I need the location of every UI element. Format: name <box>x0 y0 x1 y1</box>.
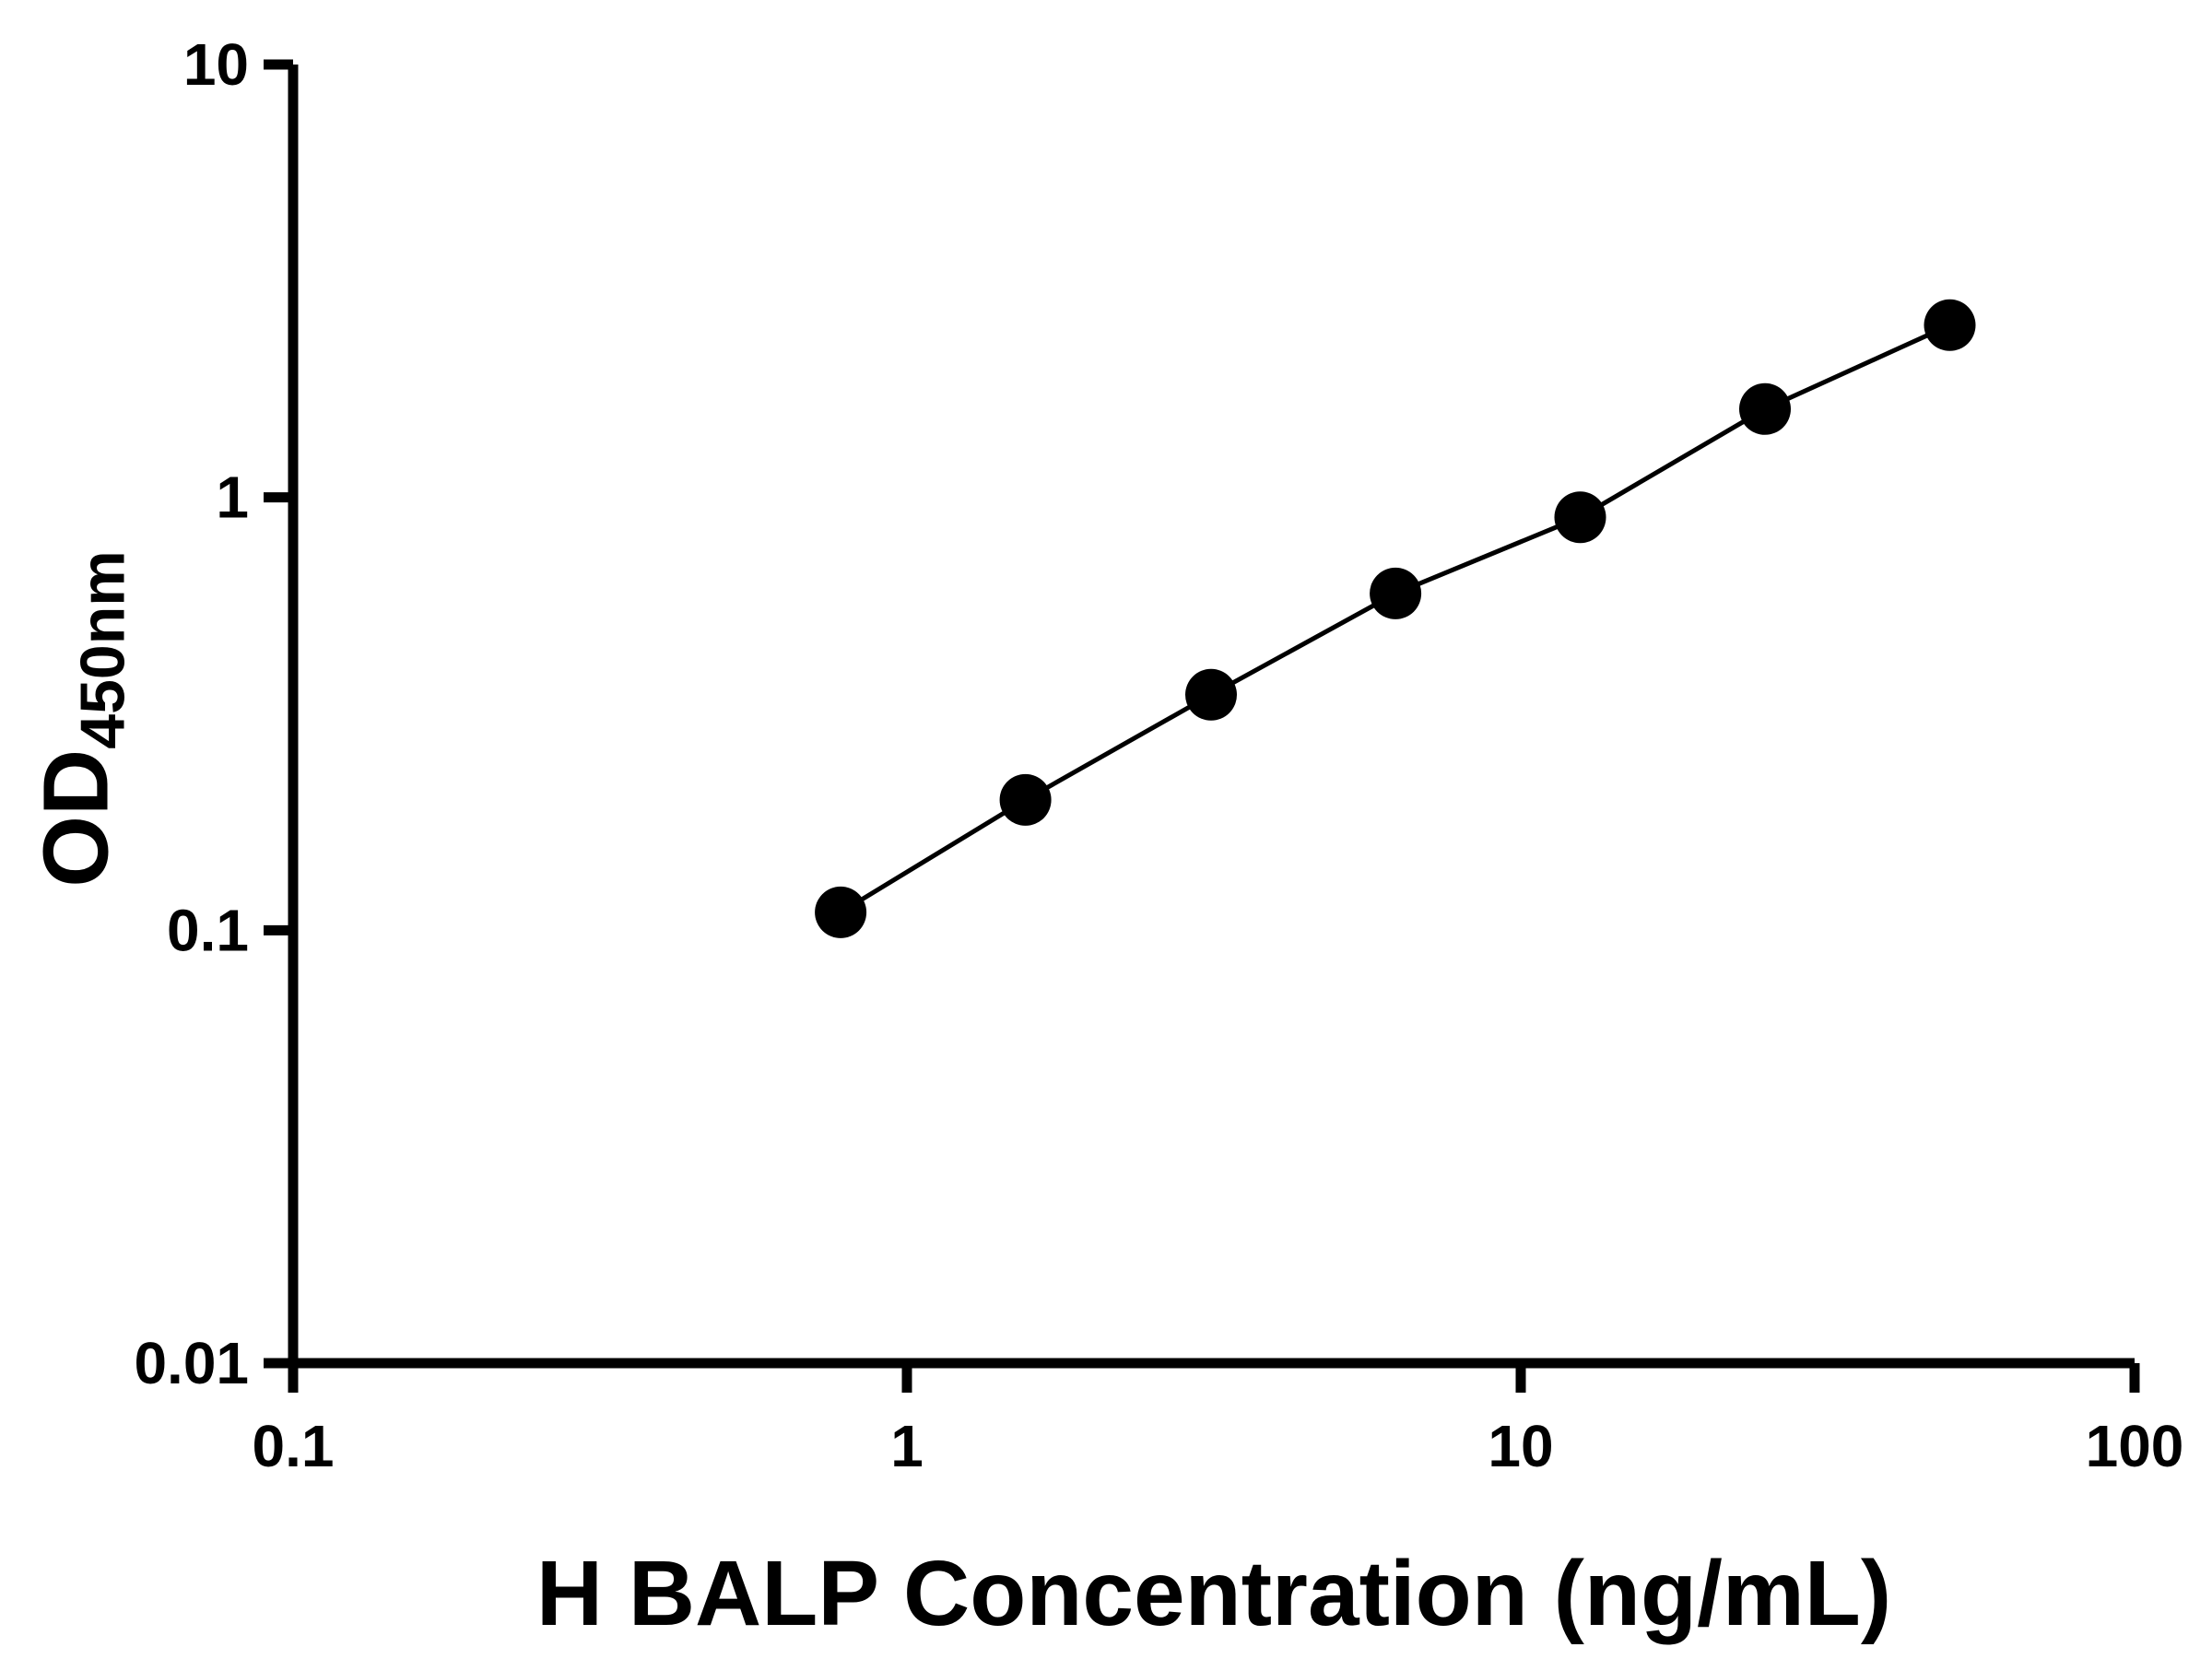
data-point-1 <box>999 773 1052 826</box>
x-axis-tick-label: 100 <box>2086 1413 2184 1479</box>
data-point-3 <box>1370 567 1422 619</box>
data-point-4 <box>1554 491 1606 544</box>
y-axis-title-sub: 450nm <box>67 550 138 749</box>
y-axis-title-main: OD <box>24 748 128 888</box>
x-axis-tick-label: 0.1 <box>253 1413 335 1479</box>
data-point-6 <box>1924 299 1976 351</box>
y-axis-tick-label: 10 <box>183 31 249 98</box>
data-point-2 <box>1185 668 1237 721</box>
y-axis-tick-label: 0.01 <box>134 1330 249 1396</box>
x-axis-title: H BALP Concentration (ng/mL) <box>535 1542 1892 1645</box>
y-axis-title: OD450nm <box>24 550 139 887</box>
data-point-5 <box>1739 382 1791 435</box>
x-axis-tick-label: 1 <box>890 1413 924 1479</box>
data-point-0 <box>815 886 867 938</box>
y-axis-tick-label: 1 <box>216 465 249 531</box>
y-axis-tick-label: 0.1 <box>167 897 249 963</box>
x-axis-tick-label: 10 <box>1488 1413 1553 1479</box>
